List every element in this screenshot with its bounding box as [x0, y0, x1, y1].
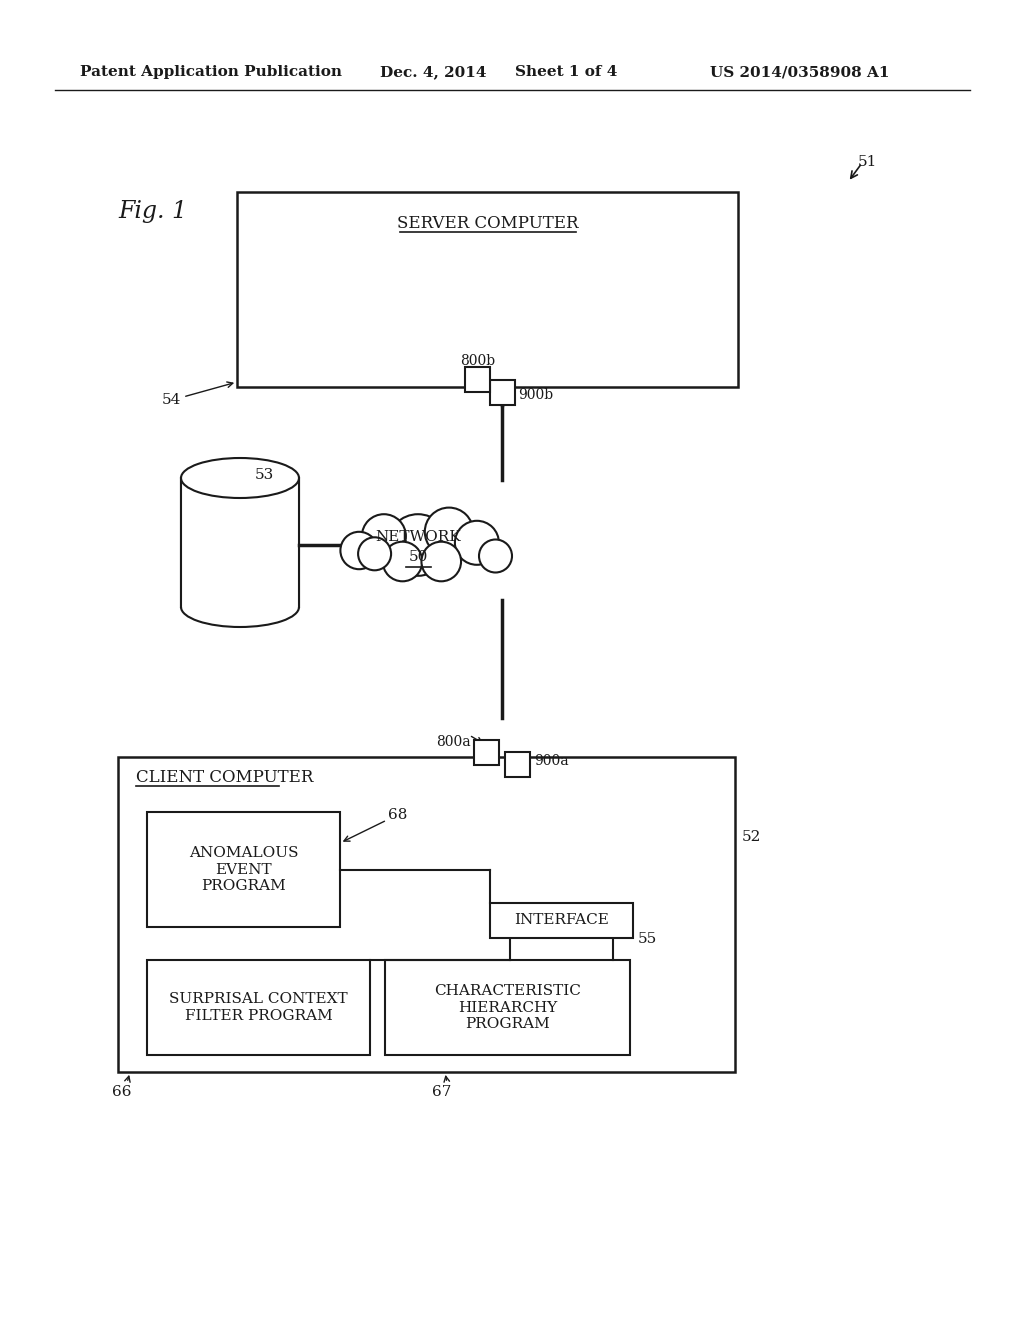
Circle shape	[361, 515, 406, 558]
Text: 54: 54	[162, 393, 181, 407]
Bar	[147, 812, 340, 927]
Bar	[490, 903, 633, 939]
Text: 800a: 800a	[436, 735, 471, 748]
Bar	[118, 756, 735, 1072]
Text: ANOMALOUS
EVENT
PROGRAM: ANOMALOUS EVENT PROGRAM	[188, 846, 298, 892]
Bar	[490, 380, 515, 405]
Circle shape	[383, 541, 422, 581]
Bar	[474, 741, 499, 766]
Text: SERVER COMPUTER: SERVER COMPUTER	[396, 215, 579, 232]
Circle shape	[455, 521, 499, 565]
Text: 900b: 900b	[518, 388, 553, 403]
Text: NETWORK: NETWORK	[375, 531, 461, 544]
Text: Dec. 4, 2014: Dec. 4, 2014	[380, 65, 486, 79]
Text: Sheet 1 of 4: Sheet 1 of 4	[515, 65, 617, 79]
Circle shape	[340, 532, 378, 569]
Bar	[465, 367, 490, 392]
Text: Fig. 1: Fig. 1	[118, 201, 187, 223]
Text: 67: 67	[432, 1085, 452, 1100]
Text: SURPRISAL CONTEXT
FILTER PROGRAM: SURPRISAL CONTEXT FILTER PROGRAM	[169, 993, 348, 1023]
Text: INTERFACE: INTERFACE	[514, 913, 609, 928]
Text: Patent Application Publication: Patent Application Publication	[80, 65, 342, 79]
Circle shape	[479, 540, 512, 573]
Text: 50: 50	[409, 550, 428, 564]
Circle shape	[358, 537, 391, 570]
Bar	[385, 960, 630, 1055]
Text: CHARACTERISTIC
HIERARCHY
PROGRAM: CHARACTERISTIC HIERARCHY PROGRAM	[434, 985, 581, 1031]
Text: 900a: 900a	[534, 754, 568, 768]
Circle shape	[425, 508, 473, 556]
Text: 51: 51	[858, 154, 878, 169]
Circle shape	[422, 541, 461, 581]
Circle shape	[387, 515, 449, 576]
Ellipse shape	[181, 458, 299, 498]
Text: 66: 66	[112, 1085, 131, 1100]
Bar	[505, 752, 530, 777]
Text: US 2014/0358908 A1: US 2014/0358908 A1	[710, 65, 890, 79]
Bar	[181, 478, 299, 607]
Text: 55: 55	[638, 932, 657, 946]
Bar	[237, 191, 738, 387]
Text: 68: 68	[388, 808, 408, 822]
Text: 53: 53	[255, 469, 274, 482]
Text: CLIENT COMPUTER: CLIENT COMPUTER	[136, 770, 313, 785]
Bar	[147, 960, 370, 1055]
Text: 52: 52	[742, 830, 762, 843]
Text: 800b: 800b	[460, 354, 496, 368]
